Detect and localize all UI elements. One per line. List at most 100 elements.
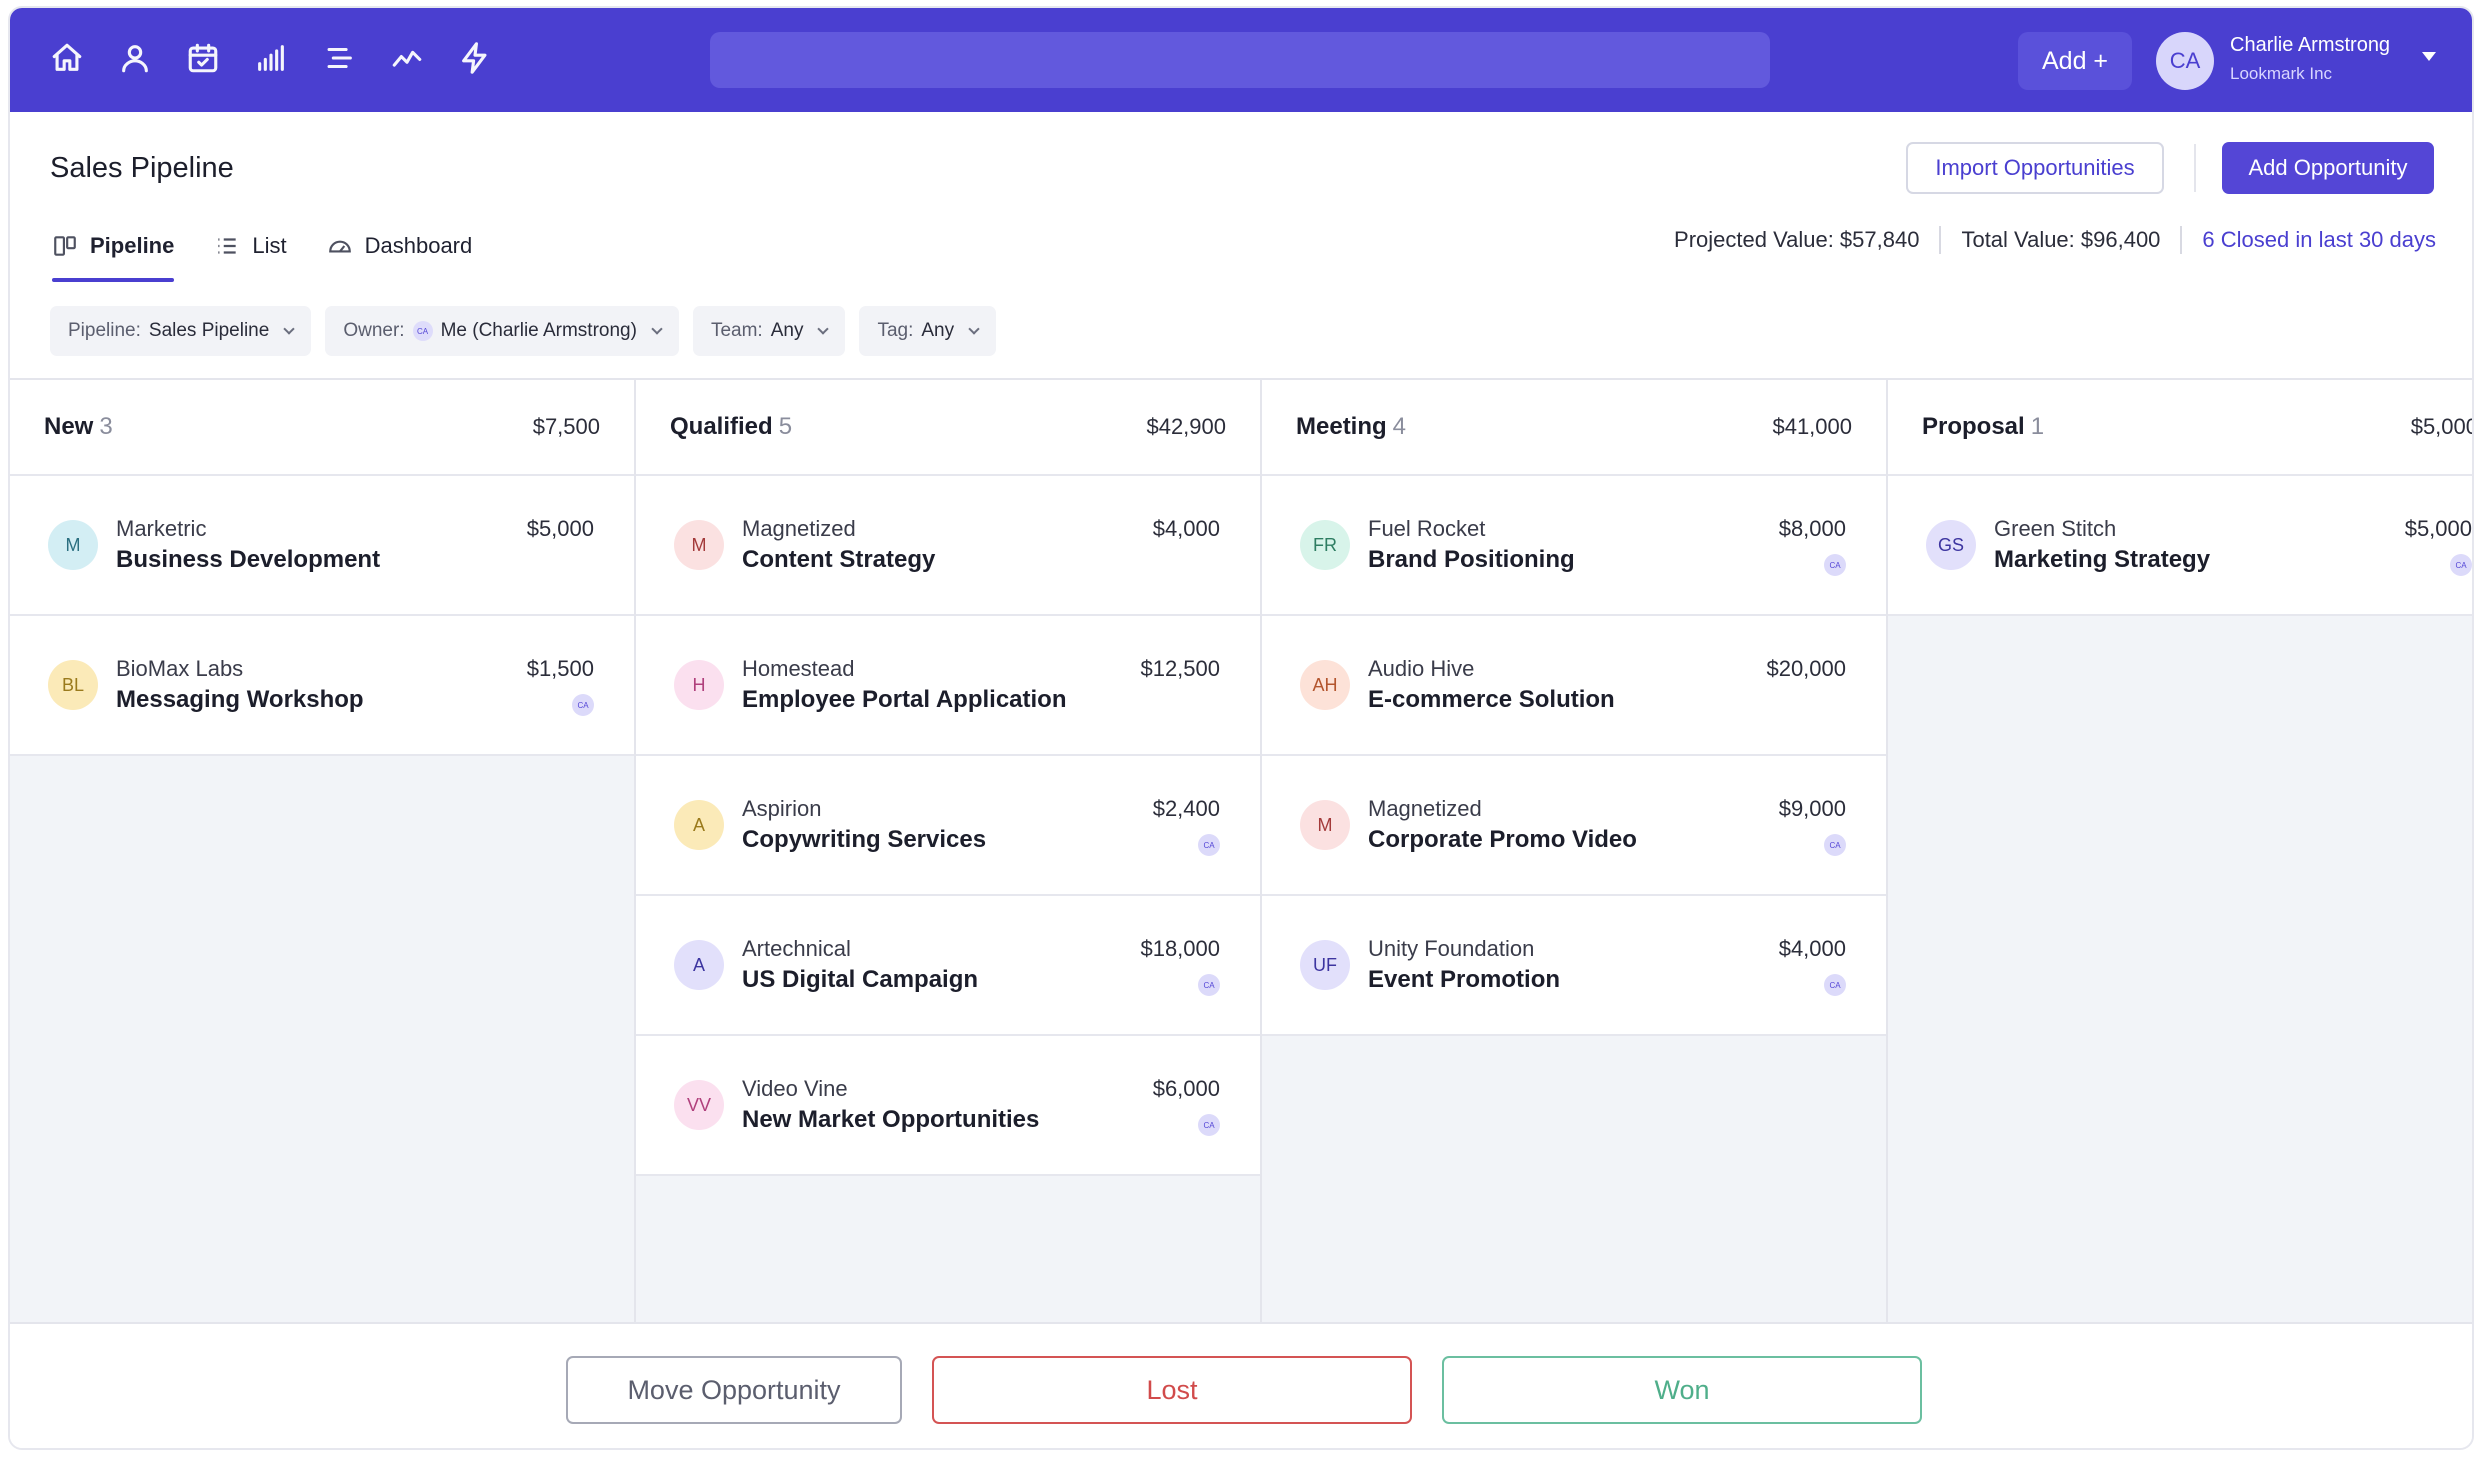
calendar-icon[interactable] [186, 40, 220, 76]
opportunity-title: Copywriting Services [742, 826, 987, 853]
tab-list[interactable]: List [214, 226, 287, 266]
opportunity-card[interactable]: UF Unity Foundation Event Promotion $4,000 C… [1262, 896, 1886, 1036]
add-button[interactable]: Add + [2018, 32, 2132, 90]
tab-pipeline[interactable]: Pipeline [52, 226, 175, 282]
opportunity-title: New Market Opportunities [742, 1106, 1040, 1133]
company-name: Marketric [116, 516, 207, 541]
company-name: Artechnical [742, 936, 851, 961]
opportunity-value: $20,000 [1766, 656, 1846, 681]
opportunity-value: $18,000 [1140, 936, 1220, 961]
opportunity-card[interactable]: H Homestead Employee Portal Application $12… [636, 616, 1260, 756]
column-name: New [44, 413, 94, 440]
opportunity-value: $6,000 [1152, 1076, 1220, 1101]
trend-icon[interactable] [390, 40, 424, 76]
filter-value: Any [921, 320, 955, 341]
opportunity-title: Employee Portal Application [742, 686, 1067, 713]
opportunity-card[interactable]: M Magnetized Corporate Promo Video $9,000 CA [1262, 756, 1886, 896]
opportunity-title: Content Strategy [742, 546, 936, 573]
company-name: Homestead [742, 656, 855, 681]
avatar[interactable]: CA [2156, 32, 2214, 90]
company-avatar: FR [1300, 520, 1350, 570]
opportunity-card[interactable]: VV Video Vine New Market Opportunities $6,0… [636, 1036, 1260, 1176]
tab-label: Dashboard [364, 233, 473, 258]
company-name: Magnetized [1368, 796, 1482, 821]
filter-value: Sales Pipeline [148, 320, 270, 341]
column-count: 3 [99, 413, 113, 440]
gauge-icon [328, 240, 351, 253]
opportunity-title: Brand Positioning [1368, 546, 1575, 573]
owner-avatar: CA [572, 694, 594, 716]
column-header: Qualified 5 $42,900 [636, 380, 1260, 476]
filter-pipeline[interactable]: Pipeline: Sales Pipeline [50, 306, 312, 356]
lost-button[interactable]: Lost [932, 1356, 1412, 1424]
filter-tag[interactable]: Tag: Any [859, 306, 997, 356]
user-name[interactable]: Charlie Armstrong [2230, 34, 2391, 56]
opportunity-card[interactable]: FR Fuel Rocket Brand Positioning $8,000 CA [1262, 476, 1886, 616]
pipeline-icon [54, 236, 76, 256]
opportunity-value: $5,000 [526, 516, 594, 541]
projected-value: Projected Value: $57,840 [1674, 227, 1920, 252]
column-total: $41,000 [1772, 414, 1852, 439]
home-icon[interactable] [50, 40, 84, 76]
total-value: Total Value: $96,400 [1961, 227, 2161, 252]
pipeline-board: New 3 $7,500 M Marketric Business Development… [10, 378, 2474, 1322]
tab-label: List [252, 233, 287, 258]
opportunity-card[interactable]: BL BioMax Labs Messaging Workshop $1,500 CA [10, 616, 634, 756]
tab-label: Pipeline [90, 233, 175, 258]
won-button[interactable]: Won [1442, 1356, 1922, 1424]
column-title: Meeting 4 [1296, 413, 1406, 441]
menu-lines-icon[interactable] [322, 40, 356, 76]
add-opportunity-button[interactable]: Add Opportunity [2222, 142, 2434, 194]
company-avatar: M [674, 520, 724, 570]
user-icon[interactable] [118, 40, 152, 76]
column-total: $42,900 [1146, 414, 1226, 439]
company-avatar: M [48, 520, 98, 570]
owner-avatar: CA [1198, 974, 1220, 996]
divider [1939, 226, 1942, 254]
company-name: Aspirion [742, 796, 822, 821]
chevron-down-icon [651, 323, 663, 335]
opportunity-card[interactable]: AH Audio Hive E-commerce Solution $20,000 [1262, 616, 1886, 756]
action-footer: Move Opportunity Lost Won [10, 1322, 2472, 1448]
opportunity-card[interactable]: M Magnetized Content Strategy $4,000 [636, 476, 1260, 616]
filter-value: Me (Charlie Armstrong) [440, 320, 637, 341]
opportunity-title: Business Development [116, 546, 381, 573]
column-count: 4 [1392, 413, 1407, 440]
owner-avatar: CA [2450, 554, 2472, 576]
lightning-icon[interactable] [458, 40, 492, 76]
filter-label: Pipeline: [68, 320, 141, 341]
opportunity-card[interactable]: M Marketric Business Development $5,000 [10, 476, 634, 616]
pipeline-column-qualified: Qualified 5 $42,900 M Magnetized Content Stra… [636, 380, 1262, 1322]
opportunity-title: US Digital Campaign [742, 966, 979, 993]
company-avatar: M [1300, 800, 1350, 850]
signal-bars-icon[interactable] [254, 40, 288, 76]
opportunity-value: $5,000 [2404, 516, 2472, 541]
column-title: Proposal 1 [1922, 413, 2044, 441]
company-name: BioMax Labs [116, 656, 244, 681]
company-avatar: A [674, 800, 724, 850]
opportunity-value: $1,500 [526, 656, 594, 681]
filter-owner[interactable]: Owner: CA Me (Charlie Armstrong) [325, 306, 679, 356]
chevron-down-icon[interactable] [2422, 52, 2436, 61]
opportunity-card[interactable]: A Artechnical US Digital Campaign $18,000 CA [636, 896, 1260, 1036]
opportunity-value: $9,000 [1778, 796, 1846, 821]
nav-icon-group [50, 40, 492, 76]
company-avatar: H [674, 660, 724, 710]
tab-dashboard[interactable]: Dashboard [327, 226, 473, 266]
search-input[interactable] [710, 32, 1770, 88]
chevron-down-icon [283, 323, 295, 335]
closed-recently-link[interactable]: 6 Closed in last 30 days [2202, 227, 2436, 252]
company-avatar: AH [1300, 660, 1350, 710]
column-total: $5,000 [2410, 414, 2474, 439]
column-count: 5 [778, 413, 793, 440]
opportunity-card[interactable]: A Aspirion Copywriting Services $2,400 CA [636, 756, 1260, 896]
company-name: Unity Foundation [1368, 936, 1535, 961]
move-opportunity-button[interactable]: Move Opportunity [566, 1356, 902, 1424]
filter-bar: Pipeline: Sales Pipeline Owner: CA Me (C… [50, 306, 997, 356]
import-opportunities-button[interactable]: Import Opportunities [1906, 142, 2164, 194]
filter-team[interactable]: Team: Any [692, 306, 846, 356]
owner-avatar: CA [1824, 554, 1846, 576]
column-total: $7,500 [532, 414, 600, 439]
opportunity-title: Marketing Strategy [1994, 546, 2211, 573]
opportunity-card[interactable]: GS Green Stitch Marketing Strategy $5,000 CA [1888, 476, 2472, 616]
